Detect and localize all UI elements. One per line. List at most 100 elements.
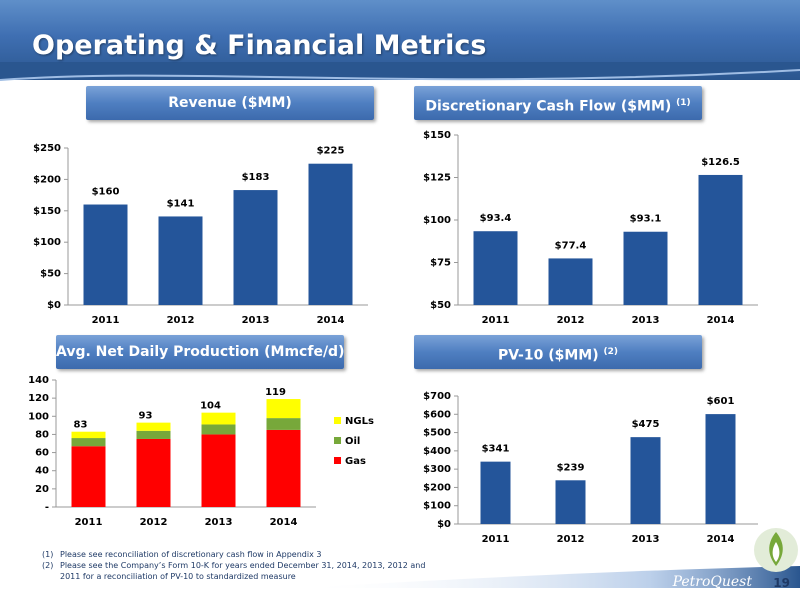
production-chart: - 20 40 60 80 100 120 140 2011 2012 2013 2014 83 93 10… [28,375,374,528]
pv10-bar [705,414,736,524]
revenue-chart: $0 $50 $100 $150 $200 $250 2011 2012 2013 2014 $16… [33,143,368,326]
production-x-tick-label: 2011 [75,517,103,528]
dcf-y-tick-label: $150 [423,130,451,141]
dcf-bar [473,231,518,305]
production-x-tick-label: 2014 [270,517,298,528]
pv10-data-label: $341 [482,444,510,455]
pv10-bar [555,480,586,524]
production-y-tick-label: 140 [28,375,49,386]
dcf-y-tick-label: $125 [423,173,451,184]
production-data-label: 119 [265,387,286,398]
dcf-label-text: Discretionary Cash Flow ($MM) [425,98,672,115]
production-y-tick-label: 120 [28,393,49,404]
pv10-y-tick-label: $700 [423,391,451,402]
dcf-data-label: $77.4 [555,240,587,251]
pv10-chart: $0 $100 $200 $300 $400 $500 $600 $700 2011 2012 20… [423,391,758,545]
pv10-data-label: $601 [707,396,735,407]
revenue-bar [158,216,203,305]
footnote-1-number: (1) [42,550,54,559]
pv10-y-tick-label: $600 [423,409,451,420]
pv10-y-tick-label: $200 [423,482,451,493]
dcf-x-tick-label: 2013 [632,315,660,326]
dcf-panel-label: Discretionary Cash Flow ($MM) (1) [414,86,702,120]
revenue-data-label: $141 [167,198,195,209]
production-y-tick-label: 80 [35,429,49,440]
production-bar-gas [266,429,301,507]
pv10-panel-label: PV-10 ($MM) (2) [414,335,702,369]
pv10-data-label: $475 [632,419,660,430]
pv10-y-tick-label: $0 [437,519,451,530]
footnote-2: (2) Please see the Company’s Form 10-K f… [42,560,442,582]
production-bar-gas [136,438,171,507]
production-bar-oil [201,424,236,435]
flame-logo-icon [754,528,798,572]
production-bar-ngls [71,431,106,439]
pv10-bar [480,461,511,524]
production-y-tick-label: 20 [35,484,49,495]
dcf-y-tick-label: $50 [430,300,451,311]
production-y-tick-label: 40 [35,466,49,477]
dcf-bar [623,231,668,305]
revenue-label-text: Revenue ($MM) [168,95,292,111]
production-data-label: 104 [200,401,221,412]
pv10-x-tick-label: 2014 [707,534,735,545]
production-legend-swatch-oil [334,437,341,444]
production-bar-gas [201,434,236,507]
dcf-y-tick-label: $75 [430,258,451,269]
header-swoosh [0,62,800,81]
pv10-label-text: PV-10 ($MM) [497,347,599,364]
footer-bar [300,566,800,588]
pv10-x-tick-label: 2013 [632,534,660,545]
dcf-chart: $50 $75 $100 $125 $150 2011 2012 2013 2014 $93.4 $… [423,130,758,326]
production-bar-ngls [136,422,171,431]
brand-name: PetroQuest [672,574,752,590]
production-bar-oil [266,418,301,430]
footnotes: (1) Please see reconciliation of discret… [42,549,442,582]
page-title: Operating & Financial Metrics [32,30,487,61]
production-y-tick-label: - [45,502,49,513]
pv10-x-tick-label: 2012 [557,534,585,545]
dcf-y-tick-label: $100 [423,215,451,226]
footnote-2-text: Please see the Company’s Form 10-K for y… [60,561,426,581]
production-y-tick-label: 60 [35,448,49,459]
pv10-y-tick-label: $300 [423,464,451,475]
production-legend-swatch-ngls [334,417,341,424]
pv10-y-tick-label: $500 [423,428,451,439]
production-y-tick-label: 100 [28,411,49,422]
production-x-tick-label: 2012 [140,517,168,528]
footnote-1: (1) Please see reconciliation of discret… [42,549,442,560]
revenue-bar [308,163,353,305]
production-bar-ngls [201,412,236,425]
dcf-data-label: $93.1 [630,214,662,225]
pv10-label-note: (2) [603,347,619,357]
dcf-label-note: (1) [676,98,691,108]
production-bar-ngls [266,399,301,419]
dcf-x-tick-label: 2012 [557,315,585,326]
revenue-y-tick-label: $200 [33,174,61,185]
pv10-x-tick-label: 2011 [482,534,510,545]
revenue-y-tick-label: $50 [40,269,61,280]
revenue-y-tick-label: $0 [47,300,61,311]
production-bar-oil [71,438,106,447]
production-bar-oil [136,430,171,439]
dcf-x-tick-label: 2014 [707,315,735,326]
revenue-bar [233,190,278,305]
revenue-x-tick-label: 2011 [92,315,120,326]
revenue-x-tick-label: 2013 [242,315,270,326]
production-x-tick-label: 2013 [205,517,233,528]
pv10-y-tick-label: $400 [423,446,451,457]
dcf-data-label: $93.4 [480,213,512,224]
production-legend-label: NGLs [345,416,374,427]
revenue-panel-label: Revenue ($MM) [86,86,374,120]
production-legend-swatch-gas [334,457,341,464]
dcf-x-tick-label: 2011 [482,315,510,326]
pv10-data-label: $239 [557,462,585,473]
revenue-bar [83,204,128,305]
revenue-data-label: $183 [242,172,270,183]
production-panel-label: Avg. Net Daily Production (Mmcfe/d) [56,335,344,369]
production-data-label: 93 [139,411,153,422]
revenue-data-label: $225 [317,146,345,157]
revenue-data-label: $160 [92,187,120,198]
production-bar-gas [71,446,106,507]
production-legend-label: Gas [345,456,366,467]
